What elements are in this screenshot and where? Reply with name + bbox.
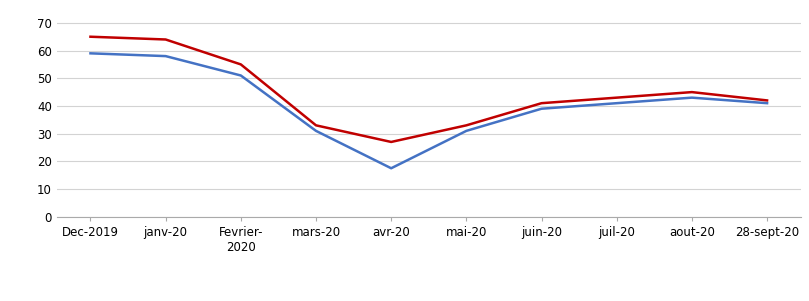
Brent: [161, 38, 171, 41]
Brent: [536, 101, 546, 105]
Line: Brent: Brent: [91, 37, 767, 142]
Line: WTI: WTI: [91, 53, 767, 168]
WTI: [86, 51, 95, 55]
WTI: [536, 107, 546, 110]
Brent: [387, 140, 396, 144]
Brent: [687, 90, 697, 94]
WTI: [762, 101, 772, 105]
Brent: [311, 123, 321, 127]
Brent: [236, 63, 246, 66]
WTI: [161, 54, 171, 58]
Brent: [461, 123, 471, 127]
WTI: [311, 129, 321, 133]
Brent: [762, 99, 772, 102]
WTI: [461, 129, 471, 133]
WTI: [612, 101, 621, 105]
WTI: [687, 96, 697, 99]
Brent: [86, 35, 95, 39]
WTI: [236, 74, 246, 77]
Brent: [612, 96, 621, 99]
WTI: [387, 166, 396, 170]
